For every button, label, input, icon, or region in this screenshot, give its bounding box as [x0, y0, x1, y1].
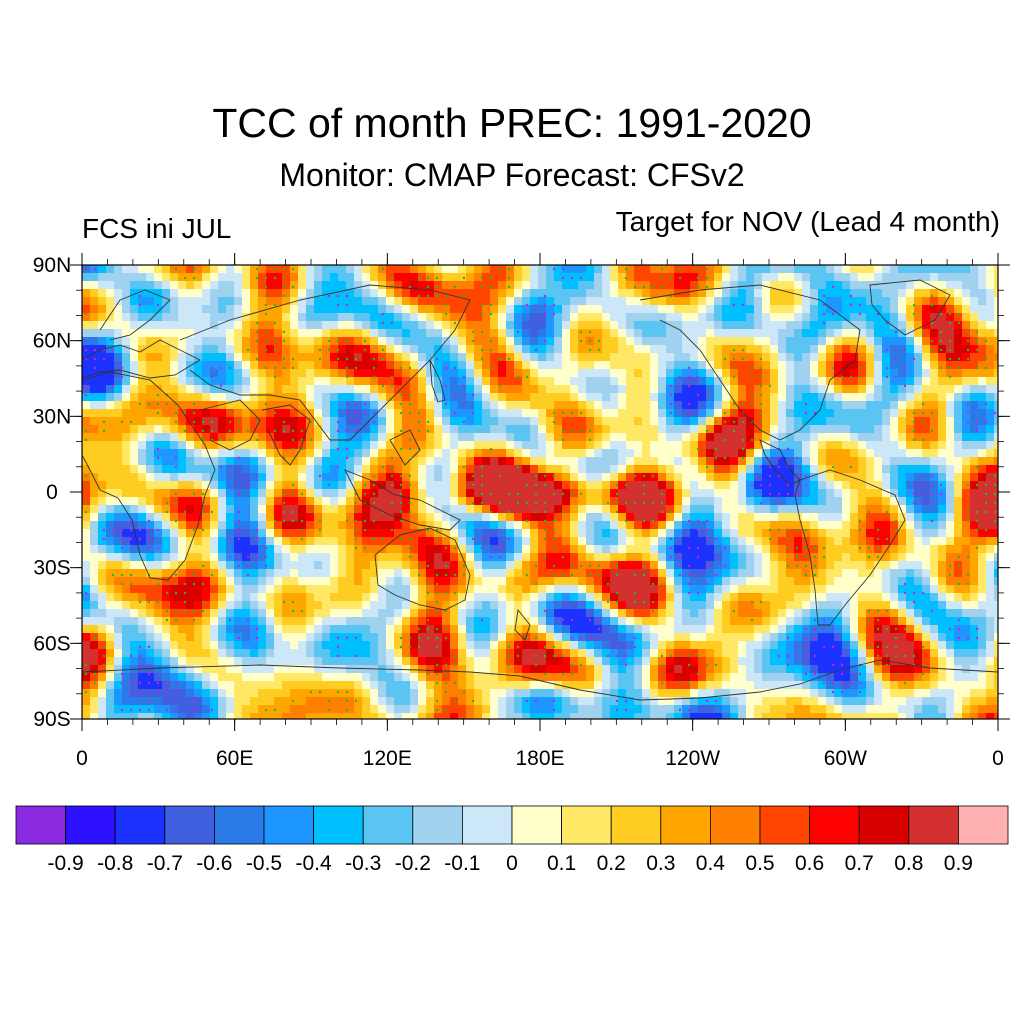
lat-tick-label: 90N	[33, 254, 72, 277]
colorbar-swatch	[213, 805, 265, 845]
lon-tick-label: 120E	[363, 747, 412, 770]
lat-tick-label: 90S	[33, 708, 70, 731]
colorbar-swatch	[164, 805, 215, 845]
colorbar-swatch	[710, 805, 761, 845]
lon-tick-label: 60E	[216, 747, 253, 770]
colorbar-swatch	[412, 805, 463, 845]
colorbar-label: -0.5	[246, 852, 282, 875]
lat-tick-label: 30S	[33, 557, 70, 580]
lon-tick-label: 120W	[665, 747, 720, 770]
colorbar-label: -0.2	[395, 852, 431, 875]
chart-subtitle: Monitor: CMAP Forecast: CFSv2	[279, 157, 745, 193]
colorbar-label: -0.7	[147, 852, 183, 875]
initialization-label: FCS ini JUL	[82, 213, 232, 244]
lon-tick-label: 0	[992, 747, 1004, 770]
colorbar-label: 0.8	[894, 852, 923, 875]
colorbar-label: -0.6	[196, 852, 232, 875]
colorbar-swatch	[660, 805, 711, 845]
colorbar-label: 0.3	[646, 852, 675, 875]
lon-tick-label: 0	[76, 747, 88, 770]
colorbar-label: 0.9	[944, 852, 973, 875]
target-label: Target for NOV (Lead 4 month)	[615, 206, 1000, 237]
colorbar-swatch	[759, 805, 810, 845]
colorbar-swatch	[858, 805, 910, 845]
colorbar-swatch	[561, 805, 612, 845]
colorbar-label: 0.2	[597, 852, 626, 875]
colorbar-swatch	[610, 805, 662, 845]
lat-tick-label: 30N	[33, 405, 72, 428]
colorbar-label: 0	[506, 852, 518, 875]
colorbar: -0.9 -0.8 -0.7 -0.6 -0.5 -0.4 -0.3 -0.2 -0.1 0 0.1…	[15, 805, 1009, 875]
colorbar-label: -0.8	[97, 852, 133, 875]
colorbar-swatch	[461, 805, 513, 845]
colorbar-swatch	[65, 805, 116, 845]
colorbar-swatch	[809, 805, 860, 845]
colorbar-label: 0.1	[547, 852, 576, 875]
colorbar-label: -0.9	[48, 852, 84, 875]
colorbar-swatch	[263, 805, 314, 845]
colorbar-label: 0.4	[696, 852, 726, 875]
coastlines	[82, 279, 998, 701]
colorbar-swatch	[908, 805, 959, 845]
colorbar-label: 0.5	[745, 852, 774, 875]
colorbar-swatch	[362, 805, 414, 845]
colorbar-label: 0.7	[845, 852, 874, 875]
lon-tick-label: 60W	[824, 747, 867, 770]
map-axes: 90N 60N 30N 0 30S 60S 90S 0 60E 120E 180E 120W 60W 0	[33, 253, 1010, 770]
lon-tick-label: 180E	[515, 747, 564, 770]
colorbar-swatch	[114, 805, 166, 845]
correlation-field	[82, 265, 998, 719]
colorbar-swatch	[511, 805, 562, 845]
chart-title: TCC of month PREC: 1991-2020	[212, 100, 812, 146]
colorbar-swatch	[313, 805, 364, 845]
colorbar-label: 0.6	[795, 852, 824, 875]
field-cells	[82, 265, 998, 719]
colorbar-label: -0.3	[345, 852, 381, 875]
lat-tick-label: 60N	[33, 330, 72, 353]
colorbar-label: -0.1	[444, 852, 480, 875]
colorbar-swatch	[15, 805, 66, 845]
lat-tick-label: 0	[46, 481, 58, 504]
significance-dots	[84, 267, 997, 712]
colorbar-label: -0.4	[296, 852, 333, 875]
colorbar-swatch	[958, 805, 1009, 845]
lat-tick-label: 60S	[33, 632, 70, 655]
